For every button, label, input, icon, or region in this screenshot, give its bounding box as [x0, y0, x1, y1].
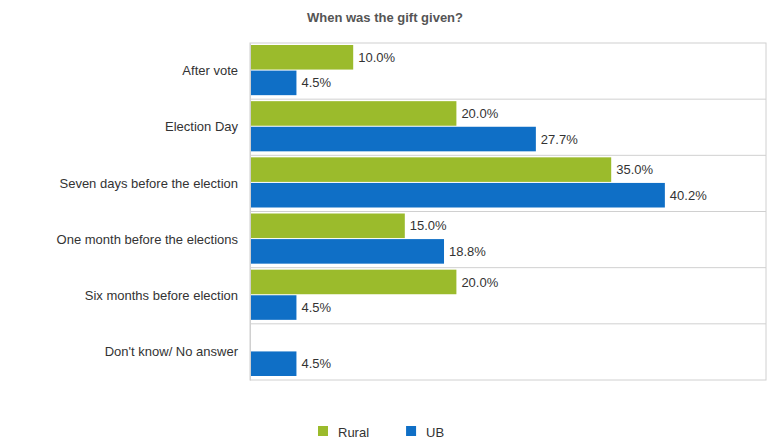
bar [250, 101, 456, 126]
tick-label: One month before the elections [57, 232, 239, 247]
bar [250, 214, 405, 239]
legend-label: Rural [338, 425, 369, 440]
separator [250, 267, 766, 268]
data-label: 40.2% [670, 188, 707, 203]
separator [250, 99, 766, 100]
bar [250, 295, 296, 320]
data-labels: 10.0% 20.0% 35.0% 15.0% 20.0% 4.5% 27.7% 40.2% 1… [301, 50, 707, 371]
plot-frame [250, 43, 766, 380]
separator [250, 323, 766, 324]
tick-label: After vote [182, 63, 238, 78]
separator [250, 155, 766, 156]
data-label: 4.5% [301, 356, 331, 371]
title: When was the gift given? [307, 10, 463, 25]
bar [250, 351, 296, 376]
data-label: 20.0% [461, 106, 498, 121]
chart: When was the gift given?10.0%20.0%35.0%1… [0, 0, 768, 445]
data-label: 35.0% [616, 162, 653, 177]
data-label: 4.5% [301, 300, 331, 315]
tick: Seven days before the election [59, 176, 238, 191]
bars [250, 45, 665, 376]
legend-swatch [318, 426, 328, 436]
data-label: 18.8% [449, 244, 486, 259]
separators [250, 99, 766, 324]
legend-item: Rural [318, 425, 369, 440]
legend-label: UB [426, 425, 444, 440]
data-label: 20.0% [461, 275, 498, 290]
data-label: 10.0% [358, 50, 395, 65]
bar [250, 239, 444, 264]
axis-line [250, 44, 251, 381]
data-label: 4.5% [301, 75, 331, 90]
tick-label: Six months before election [85, 288, 238, 303]
tick-label: Election Day [165, 119, 238, 134]
legend: Rural UB [318, 425, 444, 440]
bar [250, 45, 353, 70]
y-axis: After vote Election Day Seven days before … [57, 44, 251, 381]
bar [250, 71, 296, 96]
data-label: 15.0% [410, 218, 447, 233]
data-label: 27.7% [541, 132, 578, 147]
tick: After vote [182, 63, 238, 78]
tick: One month before the elections [57, 232, 239, 247]
tick: Election Day [165, 119, 238, 134]
tick-label: Seven days before the election [59, 176, 238, 191]
bar [250, 127, 536, 152]
bar [250, 183, 665, 208]
bar [250, 270, 456, 295]
tick: Six months before election [85, 288, 238, 303]
bar [250, 157, 611, 182]
legend-swatch [406, 426, 416, 436]
separator [250, 211, 766, 212]
tick-label: Don't know/ No answer [105, 344, 239, 359]
tick: Don't know/ No answer [105, 344, 239, 359]
legend-item: UB [406, 425, 444, 440]
